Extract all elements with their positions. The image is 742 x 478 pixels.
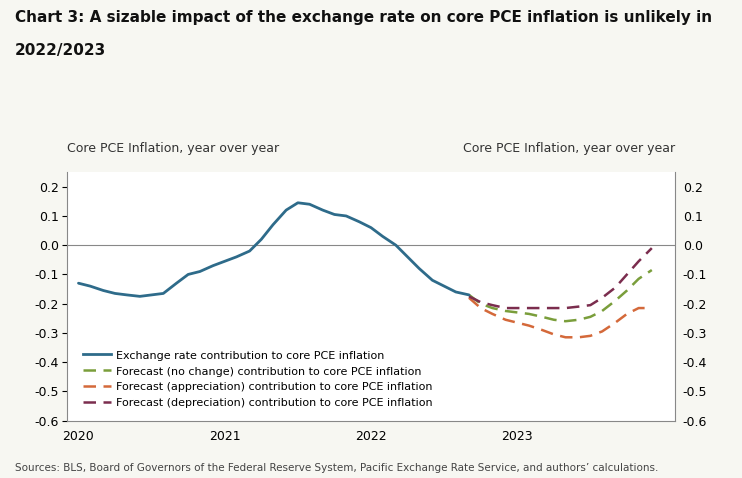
Text: 2022/2023: 2022/2023 xyxy=(15,43,106,58)
Text: Core PCE Inflation, year over year: Core PCE Inflation, year over year xyxy=(67,142,279,155)
Legend: Exchange rate contribution to core PCE inflation, Forecast (no change) contribut: Exchange rate contribution to core PCE i… xyxy=(79,346,437,413)
Text: Core PCE Inflation, year over year: Core PCE Inflation, year over year xyxy=(463,142,675,155)
Text: Chart 3: A sizable impact of the exchange rate on core PCE inflation is unlikely: Chart 3: A sizable impact of the exchang… xyxy=(15,10,712,24)
Text: Sources: BLS, Board of Governors of the Federal Reserve System, Pacific Exchange: Sources: BLS, Board of Governors of the … xyxy=(15,463,658,473)
